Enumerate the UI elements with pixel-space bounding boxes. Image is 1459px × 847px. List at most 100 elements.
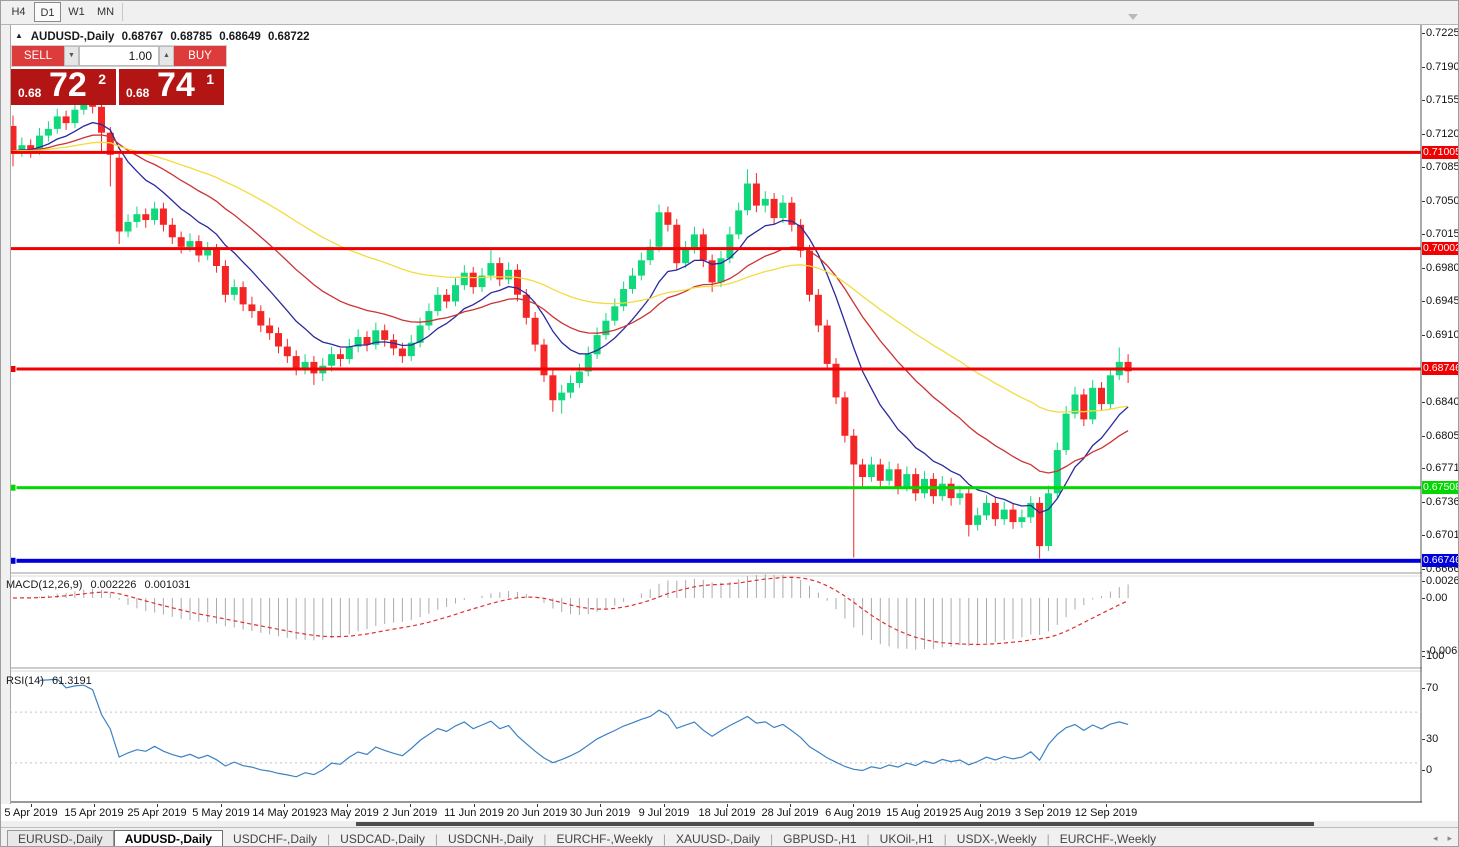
price-tick-label: 0.72250 [1422,27,1458,39]
chart-canvas[interactable] [1,25,1459,827]
buy-price-frac: 0.68 [126,86,150,100]
chart-left-frame [1,25,11,827]
rsi-value: 61.3191 [51,675,92,687]
price-line-tag: 0.71005 [1422,146,1458,159]
time-tick [31,804,32,807]
time-tick-label: 9 Jul 2019 [638,807,690,819]
price-tick-label: 0.70850 [1422,161,1458,173]
chart-tab-eurchf-weekly[interactable]: EURCHF-,Weekly [1059,831,1157,846]
tab-separator: | [662,831,667,846]
time-tick-label: 25 Aug 2019 [949,807,1011,819]
buy-button[interactable]: BUY [174,46,226,66]
time-tick [1106,804,1107,807]
tab-separator: | [770,831,774,846]
time-tick [790,804,791,807]
time-tick [917,804,918,807]
price-tick-label: 0.70500 [1422,195,1458,207]
toolbar-divider [122,3,123,21]
scrollbar-thumb[interactable] [356,822,1314,826]
buy-price-big: 74 [157,66,195,104]
time-tick-label: 15 Apr 2019 [64,807,124,819]
chart-tab-usdchf-daily[interactable]: USDCHF-,Daily [233,831,318,846]
volume-input[interactable]: 1.00 [79,46,159,66]
tab-scroll-right-icon[interactable]: ▸ [1447,833,1452,843]
chart-tab-usdcad-daily[interactable]: USDCAD-,Daily [340,831,425,846]
high-value: 0.68785 [170,31,212,43]
price-tick-label: 0.67710 [1422,462,1458,474]
time-tick-label: 3 Sep 2019 [1014,807,1072,819]
macd-scale-label: -0.00632 [1421,645,1458,657]
sell-price-pip: 2 [98,71,106,87]
chart-tab-xauusd-daily[interactable]: XAUUSD-,Daily [676,831,761,846]
chart-tab-audusd-daily[interactable]: AUDUSD-,Daily [113,829,224,846]
sell-price-frac: 0.68 [18,86,42,100]
time-tick-label: 23 May 2019 [315,807,379,819]
price-tick-label: 0.71900 [1422,61,1458,73]
time-tick [664,804,665,807]
collapse-triangle-icon[interactable]: ▲ [15,31,23,40]
time-tick-label: 2 Jun 2019 [382,807,438,819]
chart-tab-bar: EURUSD-,Daily AUDUSD-,Daily USDCHF-,Daily |… [1,827,1458,846]
time-tick [1043,804,1044,807]
tab-separator: | [434,831,438,846]
time-tick [284,804,285,807]
chart-tab-usdcnh-daily[interactable]: USDCNH-,Daily [447,831,534,846]
chart-tab-gbpusd-h1[interactable]: GBPUSD-,H1 [783,831,857,846]
chart-window: 0.72250 0.71900 0.71550 0.71200 0.70850 0.705… [1,25,1459,827]
tab-separator: | [1046,831,1050,846]
time-tick-label: 18 Jul 2019 [698,807,756,819]
chart-tab-eurchf-weekly[interactable]: EURCHF-,Weekly [556,831,653,846]
macd-value: 0.002226 [90,579,137,591]
one-click-trade-panel: SELL ▼ 1.00 ▲ BUY 0.68 72 2 0.68 74 1 [11,45,227,105]
price-axis[interactable]: 0.72250 0.71900 0.71550 0.71200 0.70850 0.705… [1421,25,1458,803]
time-tick [347,804,348,807]
horizontal-scrollbar[interactable] [1,821,1458,827]
chart-tab-eurusd-daily[interactable]: EURUSD-,Daily [7,829,114,846]
price-line-tag: 0.67508 [1422,481,1458,494]
low-value: 0.68649 [219,31,261,43]
timeframe-button-h4[interactable]: H4 [11,6,26,18]
time-tick [600,804,601,807]
price-tick-label: 0.67360 [1422,496,1458,508]
time-tick [980,804,981,807]
price-tick-label: 0.70150 [1422,228,1458,240]
volume-increase-icon[interactable]: ▲ [159,46,174,66]
rsi-scale-label: 30 [1421,733,1439,745]
tab-scroll-left-icon[interactable]: ◂ [1432,833,1438,843]
sell-button[interactable]: SELL [12,46,64,66]
time-tick-label: 12 Sep 2019 [1074,807,1138,819]
dock-collapse-icon[interactable] [1128,14,1138,20]
timeframe-button-w1[interactable]: W1 [68,6,85,18]
time-tick-label: 5 May 2019 [192,807,250,819]
time-tick [157,804,158,807]
time-tick [474,804,475,807]
chart-tab-ukoil-h1[interactable]: UKOil-,H1 [879,831,934,846]
timeframe-button-d1[interactable]: D1 [34,2,61,22]
price-tick-label: 0.69450 [1422,295,1458,307]
time-tick [94,804,95,807]
chart-tab-usdx-weekly[interactable]: USDX-,Weekly [956,831,1037,846]
price-tick-label: 0.69100 [1422,329,1458,341]
chart-title: ▲ AUDUSD-,Daily 0.68767 0.68785 0.68649 … [15,31,314,43]
price-line-tag: 0.70002 [1422,242,1458,255]
timeframe-button-mn[interactable]: MN [96,6,115,18]
buy-price-pip: 1 [206,71,214,87]
tab-separator: | [543,831,547,846]
time-tick-label: 5 Apr 2019 [4,807,58,819]
time-tick-label: 14 May 2019 [252,807,316,819]
tab-separator: | [866,831,870,846]
time-tick [727,804,728,807]
tab-separator: | [943,831,947,846]
sell-price-display[interactable]: 0.68 72 2 [11,66,116,105]
time-tick-label: 25 Apr 2019 [127,807,187,819]
price-tick-label: 0.71550 [1422,94,1458,106]
time-tick-label: 15 Aug 2019 [886,807,948,819]
time-tick-label: 30 Jun 2019 [569,807,631,819]
time-tick [410,804,411,807]
time-tick-label: 28 Jul 2019 [761,807,819,819]
time-axis[interactable]: 5 Apr 2019 15 Apr 2019 25 Apr 2019 5 May 20… [1,804,1421,821]
macd-scale-label: 0.00 [1421,592,1448,604]
volume-decrease-icon[interactable]: ▼ [64,46,79,66]
time-tick [853,804,854,807]
buy-price-display[interactable]: 0.68 74 1 [119,66,224,105]
